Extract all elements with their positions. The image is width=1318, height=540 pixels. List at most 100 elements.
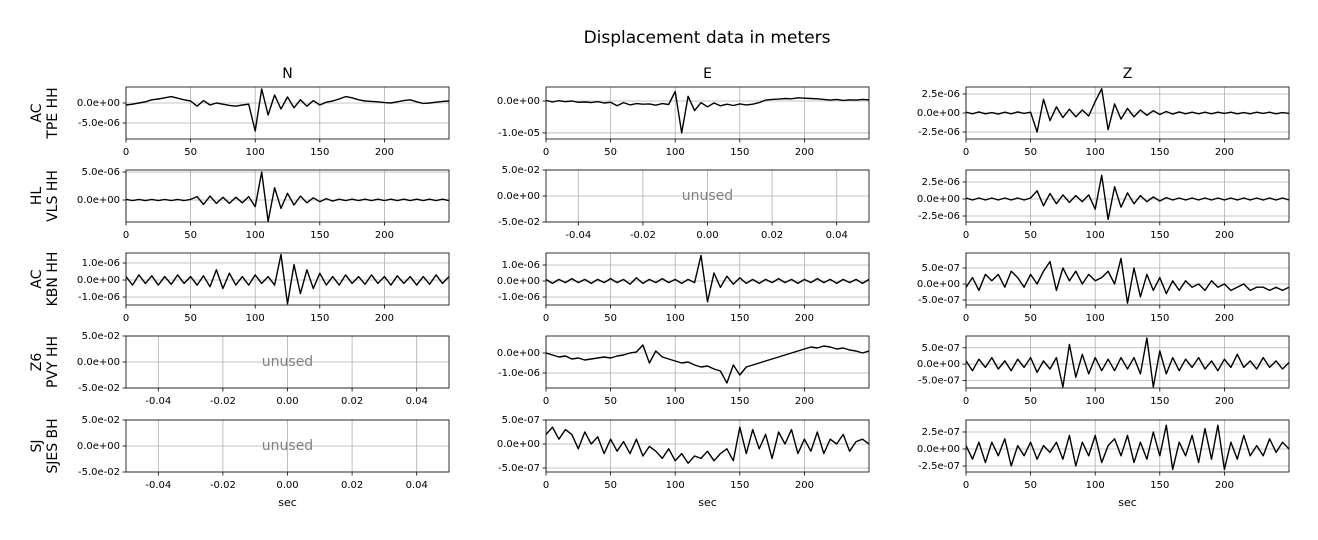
x-tick-label: 0.00 (696, 230, 718, 241)
axes-frame (545, 86, 870, 140)
y-tick-label: 5.0e-02 (502, 165, 540, 176)
x-tick-label: 0.02 (761, 230, 783, 241)
y-tick-label: 5.0e-07 (502, 415, 540, 426)
x-tick-label: 200 (375, 230, 394, 241)
x-tick-label: 0 (963, 396, 969, 407)
x-tick-label: 100 (666, 396, 685, 407)
trace (966, 424, 1289, 471)
y-tick-label: 0.0e+00 (77, 195, 120, 206)
y-tick-label: -1.0e-06 (498, 292, 540, 303)
x-tick-label: 200 (1215, 230, 1234, 241)
x-tick-label: 100 (666, 480, 685, 491)
x-tick-label: 50 (604, 313, 617, 324)
axes-frame (965, 335, 1290, 389)
trace (546, 90, 869, 134)
x-tick-label: 100 (666, 313, 685, 324)
y-tick-label: -5.0e-07 (918, 295, 960, 306)
x-tick-label: 100 (1086, 480, 1105, 491)
x-tick-label: 0.04 (406, 396, 428, 407)
y-tick-label: -2.5e-07 (918, 461, 960, 472)
x-tick-label: 50 (184, 147, 197, 158)
column-title: Z (1123, 66, 1133, 82)
trace (966, 257, 1289, 304)
x-tick-label: 200 (795, 313, 814, 324)
y-tick-label: 5.0e-07 (922, 263, 960, 274)
trace (546, 344, 869, 384)
x-tick-label: 150 (1150, 147, 1169, 158)
x-tick-label: 150 (310, 313, 329, 324)
x-tick-label: 200 (375, 313, 394, 324)
x-tick-label: 150 (1150, 396, 1169, 407)
x-tick-label: 0 (543, 480, 549, 491)
x-tick-label: 0 (123, 230, 129, 241)
x-tick-label: 50 (1024, 480, 1037, 491)
annotation: unused (682, 188, 733, 204)
trace (966, 88, 1289, 133)
row-label: AC (29, 103, 45, 122)
y-tick-label: 0.0e+00 (497, 439, 540, 450)
x-tick-label: 50 (1024, 396, 1037, 407)
x-tick-label: 200 (795, 396, 814, 407)
y-tick-label: 0.0e+00 (77, 357, 120, 368)
y-tick-label: -1.0e-05 (498, 128, 540, 139)
x-tick-label: 0 (123, 147, 129, 158)
row-label: VLS HH (45, 170, 61, 222)
row-label: HL (29, 187, 45, 206)
row-label: KBN HH (45, 252, 61, 307)
column-title: E (703, 66, 712, 82)
x-tick-label: 0 (543, 396, 549, 407)
x-tick-label: -0.04 (145, 396, 171, 407)
x-tick-label: 100 (666, 147, 685, 158)
y-tick-label: -2.5e-06 (918, 127, 960, 138)
x-tick-label: 100 (246, 147, 265, 158)
x-tick-label: 200 (1215, 396, 1234, 407)
row-label: TPE HH (45, 87, 61, 139)
y-tick-label: 0.0e+00 (77, 98, 120, 109)
y-tick-label: 2.5e-07 (922, 427, 960, 438)
x-axis-label: sec (698, 496, 717, 509)
x-tick-label: 200 (795, 147, 814, 158)
x-tick-label: 0.04 (406, 480, 428, 491)
x-tick-label: 150 (730, 480, 749, 491)
x-tick-label: 0 (963, 480, 969, 491)
x-tick-label: 50 (604, 396, 617, 407)
x-tick-label: 200 (1215, 147, 1234, 158)
y-tick-label: -2.5e-06 (918, 211, 960, 222)
x-tick-label: 0.00 (276, 480, 298, 491)
trace (546, 254, 869, 303)
y-tick-label: 1.0e-06 (82, 258, 120, 269)
x-tick-label: 100 (1086, 313, 1105, 324)
trace (126, 171, 449, 222)
trace (966, 337, 1289, 388)
axes-frame (545, 419, 870, 473)
x-tick-label: 150 (310, 147, 329, 158)
trace (966, 174, 1289, 221)
x-axis-label: sec (1118, 496, 1137, 509)
x-tick-label: 50 (1024, 230, 1037, 241)
x-tick-label: 100 (1086, 147, 1105, 158)
row-label: PVY HH (45, 336, 61, 388)
x-tick-label: 50 (604, 147, 617, 158)
y-tick-label: 5.0e-06 (82, 167, 120, 178)
axes-frame (125, 169, 450, 223)
axes-frame (125, 86, 450, 140)
x-tick-label: -0.02 (210, 480, 236, 491)
y-tick-label: -5.0e-06 (78, 118, 120, 129)
axes-frame (545, 335, 870, 389)
x-tick-label: 0 (123, 313, 129, 324)
y-tick-label: -1.0e-06 (78, 292, 120, 303)
x-tick-label: -0.02 (210, 396, 236, 407)
x-tick-label: 100 (246, 313, 265, 324)
y-tick-label: 0.0e+00 (77, 275, 120, 286)
trace (126, 88, 449, 132)
x-tick-label: 150 (310, 230, 329, 241)
row-label: SJES BH (45, 418, 61, 473)
x-tick-label: 100 (1086, 230, 1105, 241)
x-tick-label: 100 (246, 230, 265, 241)
axes-frame (125, 419, 450, 473)
x-tick-label: 50 (184, 313, 197, 324)
y-tick-label: 5.0e-02 (82, 331, 120, 342)
y-tick-label: -5.0e-02 (498, 217, 540, 228)
x-tick-label: -0.02 (630, 230, 656, 241)
x-tick-label: 0.02 (341, 396, 363, 407)
